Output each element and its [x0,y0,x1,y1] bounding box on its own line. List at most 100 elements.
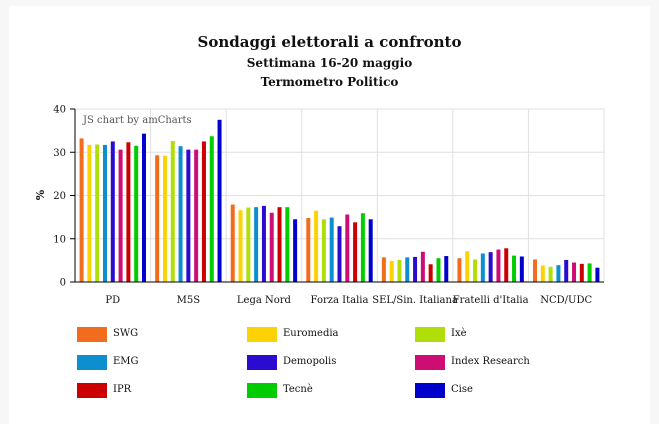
bar[interactable] [293,219,298,282]
bar[interactable] [337,226,342,282]
bar[interactable] [389,260,394,282]
x-tick-label: NCD/UDC [540,295,592,306]
x-tick-label: SEL/Sin. Italiana [372,295,458,306]
bar[interactable] [504,248,509,282]
y-tick-label: 10 [53,234,66,245]
legend-label: Index Research [451,356,530,367]
bar[interactable] [480,253,485,282]
bar[interactable] [178,146,183,282]
bar[interactable] [238,210,243,282]
legend-swatch [415,383,445,398]
legend-label: EMG [113,356,139,367]
legend-label: Demopolis [283,356,337,367]
bar[interactable] [95,144,100,282]
legend-label: IPR [113,384,132,395]
x-tick-label: M5S [177,295,201,306]
bar[interactable] [496,249,501,282]
bar[interactable] [269,212,274,282]
y-tick-label: 20 [53,191,66,202]
bars [79,119,600,282]
legend-swatch [77,355,107,370]
bar[interactable] [87,144,92,282]
chart-subtitle-source: Termometro Politico [260,75,399,89]
legend-label: SWG [113,328,139,339]
bar[interactable] [134,145,139,282]
bar[interactable] [246,207,251,282]
bar[interactable] [186,149,191,282]
bar[interactable] [209,136,214,282]
bar[interactable] [162,155,167,282]
bar[interactable] [126,142,131,282]
chart-title: Sondaggi elettorali a confronto [197,33,462,51]
bar[interactable] [230,204,235,282]
bar[interactable] [353,222,358,282]
bar[interactable] [155,155,160,282]
bar[interactable] [345,214,350,282]
bar[interactable] [548,266,553,282]
bar[interactable] [512,255,517,282]
chart-card [9,6,650,424]
bar[interactable] [444,256,449,282]
bar[interactable] [254,207,259,282]
bar[interactable] [217,119,222,282]
bar[interactable] [420,251,425,282]
legend-swatch [247,355,277,370]
bar[interactable] [285,207,290,282]
bar[interactable] [457,258,462,282]
bar[interactable] [110,141,115,282]
legend-label: Tecnè [283,384,313,395]
bar[interactable] [564,259,569,282]
bar[interactable] [488,252,493,282]
bar[interactable] [368,219,373,282]
x-tick-label: Lega Nord [237,295,292,306]
bar[interactable] [141,133,146,282]
bar[interactable] [306,217,311,282]
bar[interactable] [314,210,319,282]
bar[interactable] [519,256,524,282]
bar[interactable] [413,256,418,282]
bar[interactable] [102,144,107,282]
bar[interactable] [329,217,334,282]
y-tick-label: 0 [60,278,66,289]
bar[interactable] [595,267,600,282]
bar[interactable] [201,141,206,282]
bar[interactable] [194,149,199,282]
legend-swatch [415,327,445,342]
chart-subtitle-week: Settimana 16-20 maggio [246,56,413,70]
bar[interactable] [79,138,84,282]
bar[interactable] [261,205,266,282]
amcharts-watermark[interactable]: JS chart by amCharts [82,115,192,126]
bar[interactable] [360,213,365,282]
legend-label: Ixè [451,328,467,339]
bar[interactable] [170,141,175,282]
y-axis-label: % [34,189,47,200]
bar[interactable] [397,259,402,282]
legend-swatch [77,383,107,398]
bar[interactable] [556,265,561,282]
legend-swatch [415,355,445,370]
bar[interactable] [587,263,592,282]
bar[interactable] [465,251,470,282]
bar[interactable] [473,259,478,282]
bar[interactable] [381,257,386,282]
bar[interactable] [540,265,545,282]
legend-swatch [247,383,277,398]
bar[interactable] [405,257,410,282]
axes: 0 10 20 30 40 PD M5S Lega Nord Forza Italia SEL/S… [53,105,604,306]
bar[interactable] [118,149,123,282]
x-tick-label: Fratelli d'Italia [453,295,529,306]
bar[interactable] [428,264,433,282]
bar[interactable] [436,258,441,282]
legend-swatch [247,327,277,342]
x-tick-label: PD [105,295,120,306]
bar[interactable] [572,262,577,282]
y-tick-label: 30 [53,148,66,159]
bar[interactable] [277,207,282,282]
bar[interactable] [579,263,584,282]
y-tick-label: 40 [53,105,66,116]
legend-swatch [77,327,107,342]
bar[interactable] [533,259,538,282]
bar[interactable] [321,219,326,282]
